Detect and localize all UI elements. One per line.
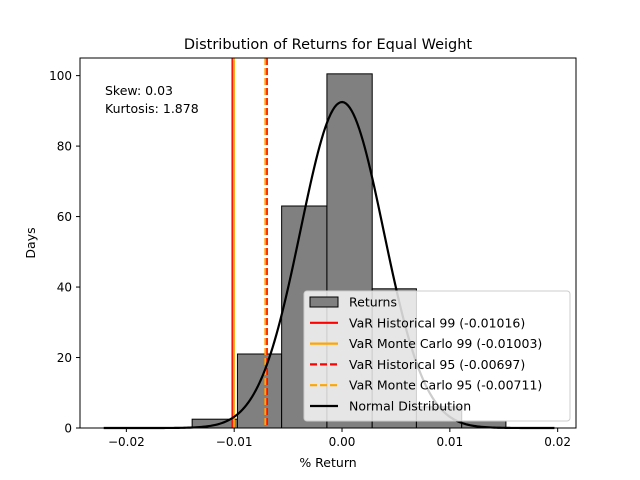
y-tick-label: 20 (57, 351, 72, 365)
x-tick-label: −0.02 (108, 435, 145, 449)
var-lines (231, 58, 268, 428)
legend-label: Returns (349, 295, 397, 310)
legend-entries: Returns VaR Historical 99 (-0.01016) VaR M… (309, 295, 542, 414)
legend-label: Normal Distribution (349, 399, 471, 414)
y-tick-label: 0 (64, 422, 72, 436)
x-tick-label: 0.02 (544, 435, 571, 449)
y-tick-label: 100 (49, 69, 72, 83)
legend-label: VaR Historical 99 (-0.01016) (349, 315, 525, 330)
x-tick-label: 0.00 (329, 435, 356, 449)
y-axis-ticks: 0 20 40 60 80 100 (49, 69, 80, 436)
y-tick-label: 80 (57, 140, 72, 154)
legend: Returns VaR Historical 99 (-0.01016) VaR M… (303, 290, 571, 422)
y-tick-label: 40 (57, 281, 72, 295)
x-axis-label: % Return (299, 455, 356, 470)
chart-title: Distribution of Returns for Equal Weight (184, 37, 473, 53)
plot-frame (79, 57, 577, 429)
x-tick-label: −0.01 (216, 435, 253, 449)
kurtosis-annotation: Kurtosis: 1.878 (105, 101, 199, 116)
legend-label: VaR Historical 95 (-0.00697) (349, 357, 525, 372)
y-axis-label: Days (23, 227, 38, 258)
legend-swatch-returns (309, 296, 339, 308)
legend-label: VaR Monte Carlo 99 (-0.01003) (349, 336, 542, 351)
legend-box (303, 290, 571, 422)
legend-label: VaR Monte Carlo 95 (-0.00711) (349, 378, 542, 393)
y-tick-label: 60 (57, 210, 72, 224)
skew-annotation: Skew: 0.03 (105, 83, 173, 98)
x-tick-label: 0.01 (436, 435, 463, 449)
histogram-bar-3 (236, 353, 283, 429)
x-axis-ticks: −0.02 −0.01 0.00 0.01 0.02 (108, 428, 571, 449)
